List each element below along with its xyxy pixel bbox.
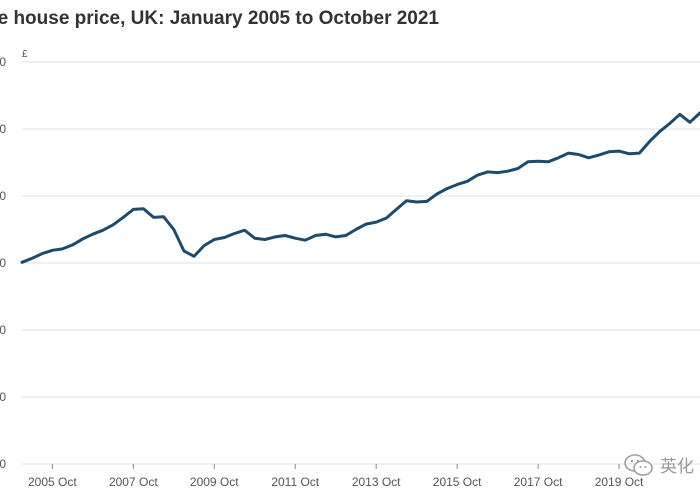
y-tick-label: 150000 [0, 256, 6, 270]
y-tick-label: 250000 [0, 122, 6, 136]
y-tick-label: 300000 [0, 55, 6, 69]
y-tick-label: 0 [0, 457, 6, 471]
x-tick-label: 2019 Oct [595, 475, 644, 489]
y-tick-label: 50000 [0, 390, 6, 404]
watermark-text: 英化 [660, 457, 694, 476]
x-tick-label: 2013 Oct [352, 475, 401, 489]
x-tick-label: 2011 Oct [271, 475, 319, 489]
chart-title: ge house price, UK: January 2005 to Octo… [0, 8, 440, 29]
wechat-logo-icon [624, 453, 653, 476]
series-line [20, 111, 700, 264]
x-tick-label: 2007 Oct [109, 475, 158, 489]
x-tick-label: 2015 Oct [433, 475, 482, 489]
x-tick-label: 2005 Oct [28, 475, 77, 489]
y-unit-label: £ [22, 49, 28, 60]
x-tick-label: 2017 Oct [514, 475, 563, 489]
x-tick-label: 2009 Oct [190, 475, 239, 489]
watermark: 英化 [624, 452, 694, 477]
y-tick-label: 200000 [0, 189, 6, 203]
